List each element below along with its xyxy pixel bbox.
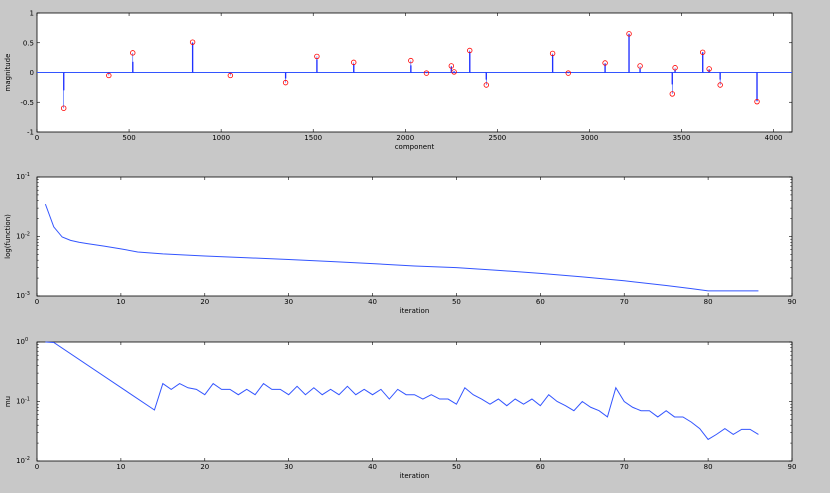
x-tick-label: 2000 [396, 134, 414, 142]
stem-marker [565, 70, 571, 76]
stem-marker [130, 50, 136, 56]
stem-marker [227, 72, 234, 79]
stem-marker [451, 69, 457, 75]
stem-marker [637, 63, 643, 69]
x-tick-label: 2500 [488, 134, 506, 142]
stem-chart-magnitude: 0 500 1000 1500 2000 2500 3000 3500 4000 -1 -0.5 0 0… [4, 10, 793, 151]
x-tick-label: 90 [788, 298, 797, 306]
y-axis-label: mu [4, 396, 12, 407]
y-tick-label: 10 [16, 457, 25, 465]
y-axis-label: magnitude [4, 54, 12, 92]
y-tick-exponent: -1 [25, 172, 30, 178]
y-tick-exponent: -1 [25, 397, 30, 403]
x-tick-label: 50 [452, 298, 461, 306]
plot-area [36, 341, 793, 462]
x-tick-label: 30 [284, 463, 293, 471]
x-tick-label: 500 [122, 134, 135, 142]
y-tick-label: 10 [16, 338, 25, 346]
x-tick-label: 70 [620, 463, 629, 471]
x-tick-label: 3500 [673, 134, 691, 142]
y-tick-exponent: -2 [25, 456, 30, 462]
plot-area [36, 176, 793, 297]
stem-marker [467, 47, 473, 54]
stem-marker [669, 91, 676, 97]
stem-marker [717, 82, 723, 88]
x-tick-label: 10 [116, 463, 125, 471]
x-tick-label: 70 [620, 298, 629, 306]
stem-marker [699, 49, 706, 55]
x-tick-label: 80 [704, 298, 713, 306]
x-tick-label: 60 [536, 298, 545, 306]
x-tick-label: 4000 [765, 134, 783, 142]
stem-marker [754, 98, 760, 105]
stem-marker [626, 31, 632, 37]
x-tick-label: 30 [284, 298, 293, 306]
y-tick-exponent: 0 [25, 337, 28, 343]
stem-marker [61, 105, 67, 111]
series-line [45, 341, 759, 441]
y-tick-label: 10 [16, 292, 25, 300]
x-tick-label: 10 [116, 298, 125, 306]
x-axis-label: iteration [400, 472, 430, 480]
stem-marker [706, 66, 712, 72]
stem-marker [408, 57, 414, 64]
y-tick-label: 10 [16, 233, 25, 241]
y-tick-exponent: -3 [25, 291, 30, 297]
x-tick-label: 1500 [304, 134, 322, 142]
y-tick-label: 10 [16, 173, 25, 181]
y-tick-exponent: -2 [25, 232, 30, 238]
stem-marker [314, 53, 320, 60]
stem-marker [672, 65, 678, 71]
y-tick-label: -0.5 [20, 99, 34, 107]
y-axis-label: log(function) [4, 214, 12, 259]
x-axis-label: iteration [400, 307, 430, 315]
x-tick-label: 0 [35, 298, 39, 306]
series-line [44, 203, 759, 292]
y-tick-label: 10 [16, 398, 25, 406]
x-tick-label: 90 [788, 463, 797, 471]
y-tick-label: 1 [30, 10, 34, 18]
stem-marker [448, 63, 455, 69]
x-tick-label: 40 [368, 298, 377, 306]
stem-marker [106, 72, 112, 79]
stem-marker [483, 82, 490, 88]
stem-marker [549, 50, 556, 57]
x-tick-label: 0 [35, 463, 39, 471]
x-axis-label: component [395, 143, 435, 151]
x-tick-label: 60 [536, 463, 545, 471]
x-tick-label: 20 [200, 298, 209, 306]
stem-marker [602, 60, 608, 66]
x-tick-label: 0 [35, 134, 39, 142]
x-tick-label: 20 [200, 463, 209, 471]
y-tick-label: 0 [30, 69, 34, 77]
x-tick-label: 3000 [581, 134, 599, 142]
x-tick-label: 1000 [212, 134, 230, 142]
stem-marker [282, 79, 289, 86]
y-tick-label: 0.5 [23, 39, 34, 47]
x-tick-label: 80 [704, 463, 713, 471]
stem-marker [423, 70, 430, 76]
y-tick-label: -1 [27, 129, 34, 137]
x-tick-label: 40 [368, 463, 377, 471]
x-tick-label: 50 [452, 463, 461, 471]
stem-marker [351, 59, 357, 66]
stem-marker [189, 39, 196, 45]
